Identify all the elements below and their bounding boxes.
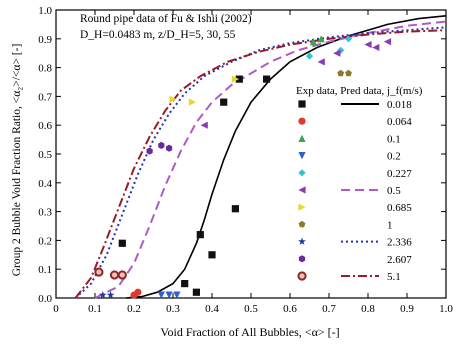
x-axis-label: Void Fraction of All Bubbles, <α> [-] — [160, 325, 339, 339]
point-jf-0.018 — [220, 99, 227, 106]
legend-label-0.227: 0.227 — [387, 168, 412, 180]
legend-marker-0.018 — [298, 100, 305, 107]
legend-marker-0.2 — [298, 152, 305, 159]
point-jf-1 — [345, 70, 352, 77]
annotation: Round pipe data of Fu & Ishii (2002) D_H… — [80, 13, 252, 41]
y-tick-label: 0.7 — [38, 91, 52, 103]
y-tick-label: 0.9 — [38, 34, 52, 46]
y-axis-label: Group 2 Bubble Void Fraction Ratio, <α₂>… — [11, 44, 23, 277]
point-jf-5.1 — [111, 271, 118, 278]
y-tick-label: 0.2 — [38, 235, 52, 247]
annotation-line1: Round pipe data of Fu & Ishii (2002) — [80, 13, 252, 25]
point-jf-0.018 — [197, 231, 204, 238]
point-jf-0.5 — [333, 50, 340, 57]
legend-marker-0.227 — [298, 169, 305, 176]
annotation-line2: D_H=0.0483 m, z/D_H=5, 30, 55 — [80, 29, 236, 41]
x-tick-label: 0.6 — [283, 303, 297, 315]
legend-marker-2.336 — [298, 238, 306, 245]
x-tick-label: 0.4 — [205, 303, 219, 315]
point-jf-2.607 — [158, 142, 164, 149]
legend-label-2.336: 2.336 — [387, 237, 412, 249]
y-tick-label: 0.0 — [38, 293, 52, 305]
x-tick-label: 0.3 — [166, 303, 180, 315]
x-tick-label: 0.7 — [322, 303, 336, 315]
legend-marker-0.064 — [298, 118, 305, 125]
x-tick-label: 0 — [53, 303, 59, 315]
point-jf-0.018 — [232, 205, 239, 212]
legend-marker-2.607 — [299, 255, 305, 262]
y-tick-label: 0.4 — [38, 178, 52, 190]
point-jf-0.018 — [263, 76, 270, 83]
point-jf-2.607 — [166, 145, 172, 152]
y-tick-label: 0.5 — [38, 149, 52, 161]
point-jf-0.5 — [201, 122, 208, 129]
y-tick-label: 1.0 — [38, 5, 52, 17]
y-tick-label: 0.6 — [38, 120, 52, 132]
legend-label-2.607: 2.607 — [387, 254, 412, 266]
legend-marker-0.685 — [298, 204, 305, 211]
legend-label-1: 1 — [387, 219, 393, 231]
point-jf-0.064 — [134, 289, 141, 296]
legend-marker-0.5 — [298, 186, 305, 193]
x-tick-label: 1.0 — [439, 303, 453, 315]
y-tick-label: 0.3 — [38, 207, 52, 219]
legend: Exp data, Pred data, j_f(m/s) 0.018 0.064… — [296, 85, 423, 283]
legend-label-0.1: 0.1 — [387, 133, 401, 145]
x-tick-label: 0.9 — [400, 303, 414, 315]
legend-label-0.685: 0.685 — [387, 202, 412, 214]
legend-label-5.1: 5.1 — [387, 271, 401, 283]
legend-label-0.5: 0.5 — [387, 185, 401, 197]
point-jf-2.607 — [147, 148, 153, 155]
legend-label-0.2: 0.2 — [387, 151, 401, 163]
x-tick-label: 0.5 — [244, 303, 258, 315]
legend-label-0.064: 0.064 — [387, 116, 412, 128]
point-jf-0.5 — [372, 44, 379, 51]
legend-header: Exp data, Pred data, j_f(m/s) — [296, 85, 423, 97]
point-jf-0.018 — [208, 251, 215, 258]
point-jf-0.5 — [384, 38, 391, 45]
legend-marker-0.1 — [298, 135, 305, 142]
legend-marker-5.1 — [298, 272, 305, 279]
point-jf-0.5 — [364, 41, 371, 48]
y-tick-label: 0.1 — [38, 264, 52, 276]
point-jf-1 — [337, 70, 344, 77]
point-jf-5.1 — [95, 268, 102, 275]
legend-marker-1 — [299, 221, 306, 228]
point-jf-0.018 — [193, 289, 200, 296]
point-jf-5.1 — [119, 271, 126, 278]
x-tick-label: 0.8 — [361, 303, 375, 315]
point-jf-0.018 — [119, 240, 126, 247]
x-tick-label: 0.2 — [127, 303, 141, 315]
point-jf-0.685 — [189, 99, 196, 106]
data-points — [95, 35, 391, 299]
y-tick-label: 0.8 — [38, 63, 52, 75]
point-jf-0.5 — [318, 58, 325, 65]
legend-label-0.018: 0.018 — [387, 99, 412, 111]
point-jf-0.018 — [181, 280, 188, 287]
x-tick-label: 0.1 — [88, 303, 102, 315]
